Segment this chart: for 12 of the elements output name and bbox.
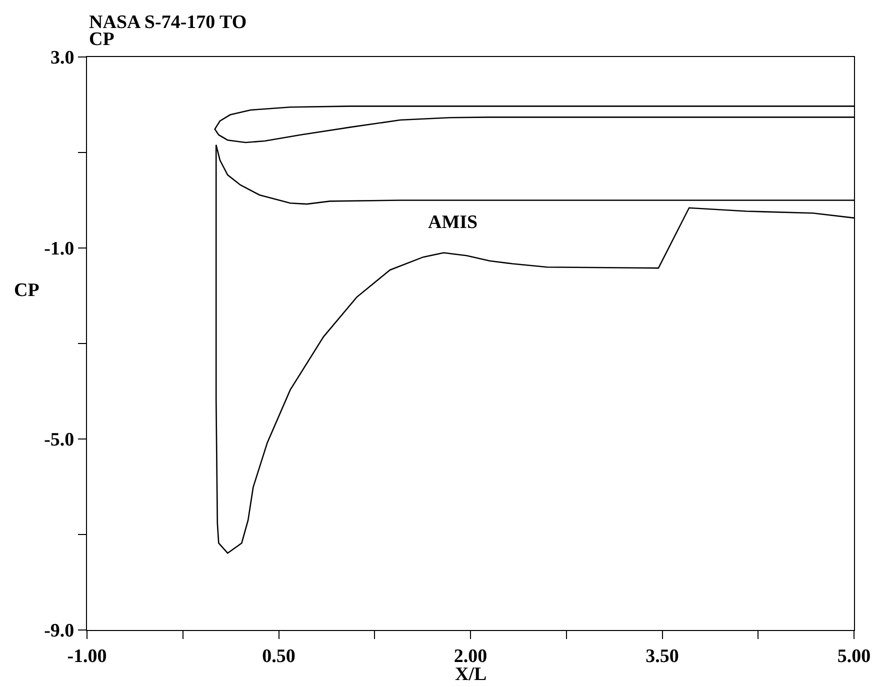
y-tick-label: 3.0 — [50, 48, 74, 69]
x-tick-label: 2.00 — [454, 646, 488, 667]
x-tick-label: 3.50 — [646, 646, 679, 667]
x-tick-label: -1.00 — [67, 646, 107, 667]
y-tick-label: -1.0 — [44, 238, 74, 260]
y-tick-label: -9.0 — [44, 620, 74, 642]
y-axis-title: CP — [14, 280, 40, 301]
y-tick-label: -5.0 — [44, 430, 74, 451]
x-tick-label: 0.50 — [262, 646, 296, 667]
x-axis-title: X/L — [455, 664, 487, 685]
x-tick-label: 5.00 — [837, 646, 871, 667]
annotation: AMIS — [428, 212, 478, 233]
